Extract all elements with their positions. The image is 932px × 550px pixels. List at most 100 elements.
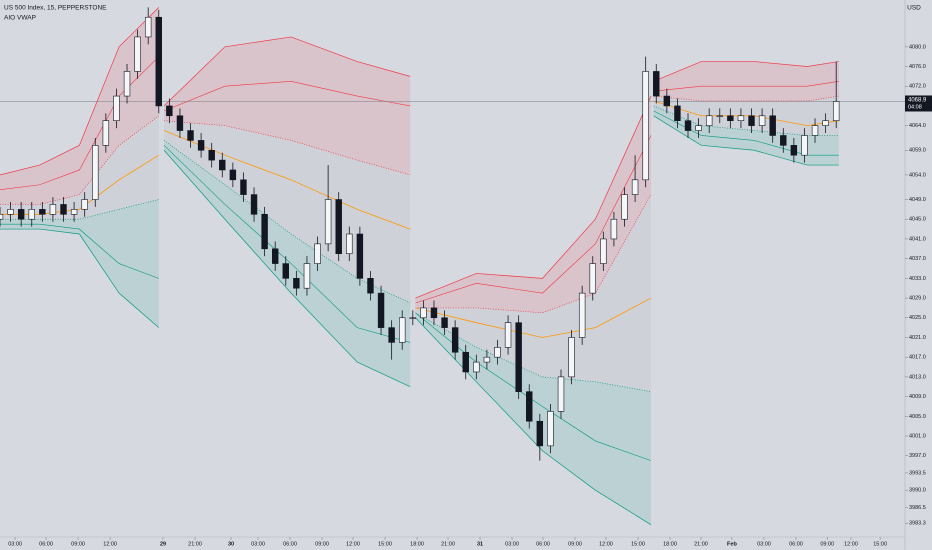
candle-body	[758, 115, 766, 126]
candle-body	[473, 361, 480, 373]
candle-body	[134, 36, 141, 72]
candle-body	[822, 120, 829, 126]
candle-body	[60, 204, 67, 215]
candle-body	[240, 179, 247, 195]
candle-body	[123, 71, 131, 97]
candle-body	[600, 238, 607, 264]
candle-body	[197, 140, 205, 151]
candle-body	[250, 194, 258, 215]
candle-body	[7, 209, 14, 215]
candle-body	[261, 214, 268, 250]
y-tick-label: 3990.0	[909, 488, 926, 494]
candle-body	[621, 194, 628, 220]
candle-body	[49, 204, 57, 215]
candle-body	[70, 209, 78, 215]
band-line	[0, 7, 160, 176]
band-line	[653, 61, 839, 82]
x-tick-label: 06:00	[789, 541, 803, 547]
band-line	[163, 140, 411, 304]
candle-body	[356, 233, 364, 279]
band-line	[415, 135, 652, 304]
candle-body	[39, 209, 46, 215]
x-tick-label: 09:00	[568, 541, 582, 547]
candle-body	[229, 169, 237, 181]
candle-body	[335, 199, 342, 255]
band-line	[0, 154, 159, 215]
y-tick-label: 4021.0	[909, 335, 926, 341]
candle-body	[674, 105, 681, 122]
band-fill	[415, 96, 651, 313]
y-tick-label: 4049.0	[909, 197, 926, 203]
candle-body	[705, 115, 713, 126]
candle-body	[346, 233, 353, 255]
x-tick-label: 31	[477, 541, 483, 547]
band-line	[0, 228, 160, 328]
candle-body	[28, 209, 35, 220]
y-tick-label: 3986.5	[909, 505, 926, 511]
candle-body	[631, 179, 639, 195]
x-tick-label: 12:00	[346, 541, 360, 547]
y-tick-label: 4005.0	[909, 414, 926, 420]
y-tick-label: 4001.0	[909, 433, 926, 439]
x-tick-label: 06:00	[39, 541, 53, 547]
candle-body	[737, 115, 745, 122]
candle-body	[526, 391, 533, 422]
candle-body	[790, 145, 798, 156]
x-tick-label: 30	[228, 541, 234, 547]
y-tick-label: 4029.0	[909, 296, 926, 302]
current-price-label: 4068.9	[908, 98, 927, 104]
candle-body	[780, 135, 787, 146]
x-tick-label: 21:00	[441, 541, 455, 547]
candle-body	[568, 337, 575, 378]
x-tick-label: 03:00	[8, 541, 22, 547]
candle-body	[271, 248, 279, 264]
x-tick-label: 21:00	[694, 541, 708, 547]
x-tick-label: 09:00	[315, 541, 329, 547]
candle-body	[293, 278, 300, 289]
candle-body	[219, 159, 226, 171]
band-line	[415, 317, 652, 525]
candle-body	[399, 317, 406, 343]
y-tick-label: 4054.0	[909, 172, 926, 178]
y-tick-label: 3997.0	[909, 453, 926, 459]
band-fill	[0, 7, 159, 205]
band-line	[415, 194, 652, 314]
band-fill	[164, 36, 411, 175]
candle-body	[367, 278, 374, 294]
plot-area	[0, 0, 908, 550]
candle-body	[811, 125, 819, 136]
y-tick-label: 4041.0	[909, 236, 926, 242]
band-line	[0, 223, 159, 279]
candle-body	[166, 105, 173, 117]
candle-body	[388, 327, 395, 343]
countdown: 04:08	[908, 104, 922, 110]
candle-body	[208, 149, 215, 161]
candle-body	[420, 307, 427, 319]
y-tick-label: 4013.0	[909, 374, 926, 380]
y-tick-label: 4037.0	[909, 256, 926, 262]
y-tick-label: 3983.3	[909, 521, 926, 527]
candle-body	[303, 263, 311, 289]
band-line	[653, 115, 839, 166]
candle-body	[409, 317, 417, 319]
candle-body	[642, 71, 649, 181]
candle-body	[155, 16, 162, 107]
candle-body	[769, 115, 776, 136]
candle-body	[187, 130, 194, 141]
x-tick-label: 03:00	[505, 541, 519, 547]
y-tick-label: 4059.0	[909, 148, 926, 154]
y-tick-label: 4017.0	[909, 355, 926, 361]
candle-body	[589, 263, 596, 294]
candle-body	[536, 420, 544, 447]
band-line	[415, 297, 652, 338]
y-tick-label: 4080.0	[909, 44, 926, 50]
x-tick-label: 03:00	[251, 541, 265, 547]
x-tick-label: 06:00	[536, 541, 550, 547]
candle-body	[515, 322, 522, 392]
band-line	[415, 95, 652, 299]
candle-body	[377, 292, 385, 328]
candle-body	[610, 218, 618, 240]
y-tick-label: 4033.0	[909, 276, 926, 282]
x-tick-label: 03:00	[757, 541, 771, 547]
band-line	[163, 130, 411, 230]
